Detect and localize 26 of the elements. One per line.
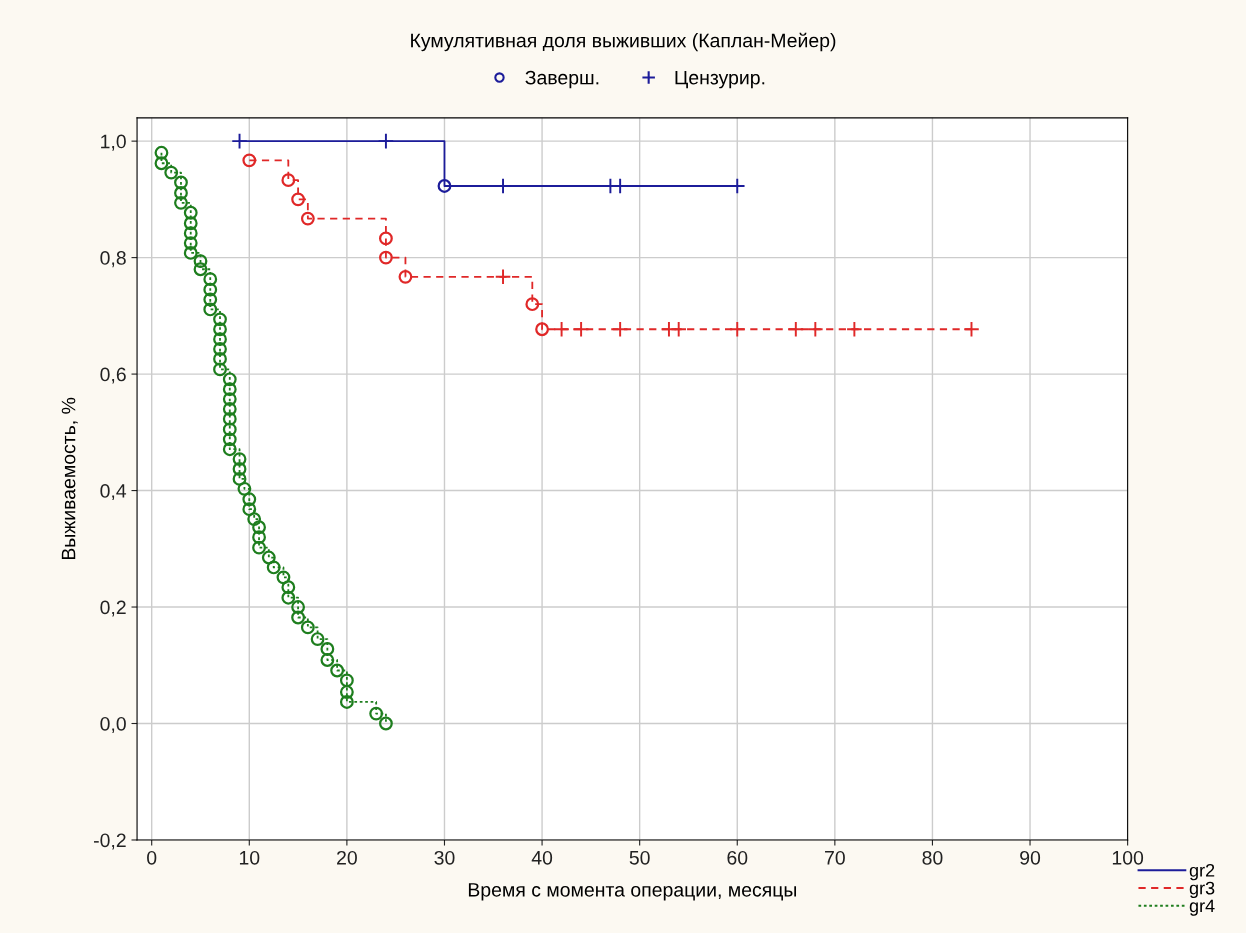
x-tick-label: 100 [1112, 850, 1144, 865]
y-tick-label: 0,0 [100, 716, 126, 734]
x-tick-label: 20 [337, 850, 357, 865]
x-tick-label: 10 [239, 850, 260, 865]
y-tick-label: 1,0 [101, 134, 126, 151]
y-tick-label: 0,8 [100, 251, 126, 268]
x-tick-label: 90 [1020, 850, 1041, 865]
y-tick-label: 0,2 [100, 600, 126, 617]
x-tick-label: 50 [629, 850, 650, 865]
legend-label: Цензурир. [675, 70, 765, 89]
x-tick-label: 80 [922, 850, 943, 865]
x-tick-label: 70 [825, 850, 845, 865]
x-tick-label: 40 [531, 850, 553, 865]
y-axis-title: Выживаемость, % [61, 397, 78, 560]
legend-label: Заверш. [525, 70, 599, 89]
legend-label: gr2 [1189, 863, 1215, 881]
legend-label: gr4 [1189, 899, 1215, 916]
chart-title: Кумулятивная доля выживших (Каплан-Мейер) [411, 32, 836, 52]
y-tick-label: 0,4 [100, 484, 127, 501]
x-axis-title: Время с момента операции, месяцы [468, 883, 797, 901]
x-tick-label: 30 [434, 850, 455, 865]
x-tick-label: 60 [727, 850, 748, 865]
legend-label: gr3 [1189, 881, 1215, 899]
y-tick-label: 0,6 [100, 367, 126, 384]
y-tick-label: -0,2 [94, 833, 126, 850]
x-tick-label: 0 [147, 850, 157, 865]
